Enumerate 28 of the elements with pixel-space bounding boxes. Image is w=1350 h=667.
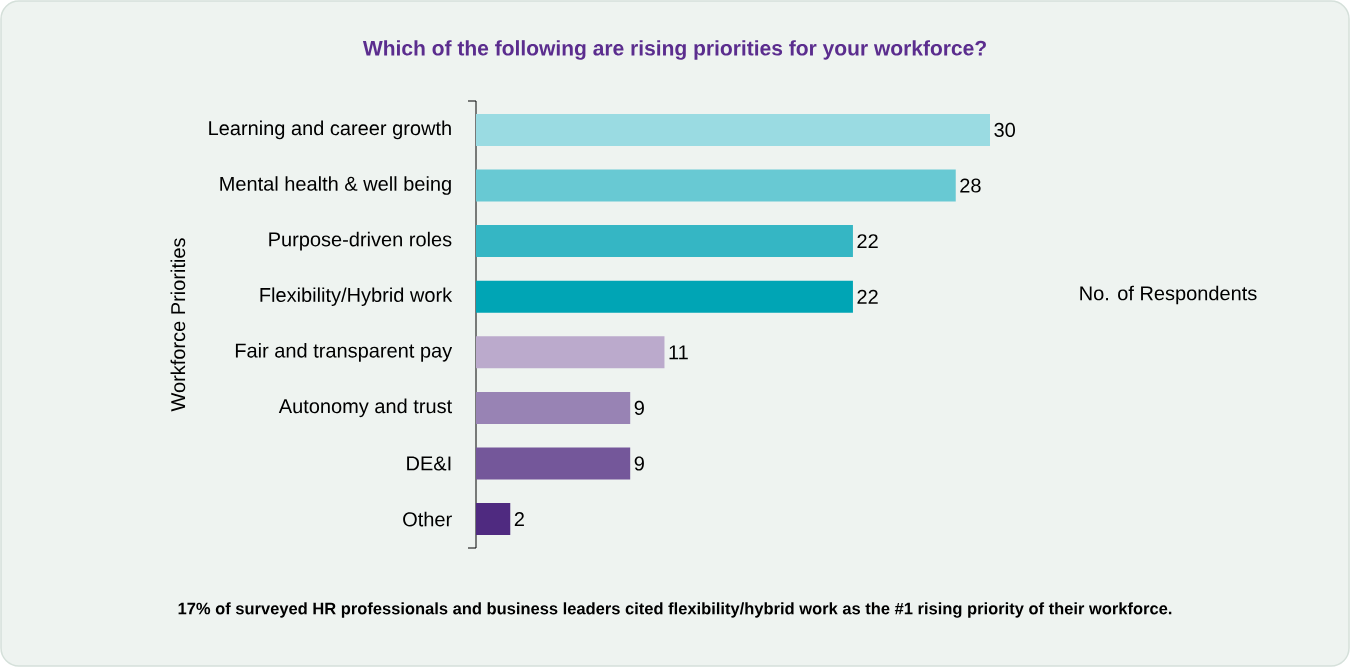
chart-title: Which of the following are rising priorities for your workforce? bbox=[362, 40, 986, 60]
bar bbox=[476, 336, 665, 369]
y-tick-label: Flexibility/Hybrid work bbox=[260, 287, 453, 307]
bar bbox=[476, 503, 511, 536]
bar bbox=[476, 225, 853, 258]
bar bbox=[476, 169, 956, 202]
data-label: 30 bbox=[994, 122, 1015, 137]
text: 17% of surveyed HR professionals and business leaders cited flexibility/hybrid work as the #1 rising priority of their workforce. bbox=[178, 602, 1172, 618]
data-label: 9 bbox=[634, 456, 644, 471]
y-tick-label: Fair and transparent pay bbox=[235, 342, 453, 362]
data-label: 22 bbox=[857, 289, 878, 304]
data-label: 2 bbox=[514, 512, 524, 527]
data-label: 28 bbox=[960, 178, 981, 193]
y-axis-title: Workforce Priorities bbox=[170, 238, 186, 412]
x-axis-title: No. of Respondents bbox=[1080, 285, 1257, 305]
data-label: 9 bbox=[634, 400, 644, 415]
y-tick-label: DE&I bbox=[407, 456, 451, 471]
y-tick-label: Other bbox=[403, 511, 452, 527]
y-tick-label: Autonomy and trust bbox=[278, 398, 453, 418]
data-label: 22 bbox=[857, 234, 878, 249]
bar bbox=[476, 113, 990, 146]
bar bbox=[476, 280, 853, 313]
y-tick-label: Learning and career growth bbox=[209, 120, 451, 140]
y-tick-label: Purpose-driven roles bbox=[269, 231, 452, 251]
bar bbox=[476, 447, 631, 480]
bar bbox=[476, 391, 631, 424]
data-label: 11 bbox=[669, 345, 688, 360]
y-tick-label: Mental health & well being bbox=[220, 176, 451, 195]
